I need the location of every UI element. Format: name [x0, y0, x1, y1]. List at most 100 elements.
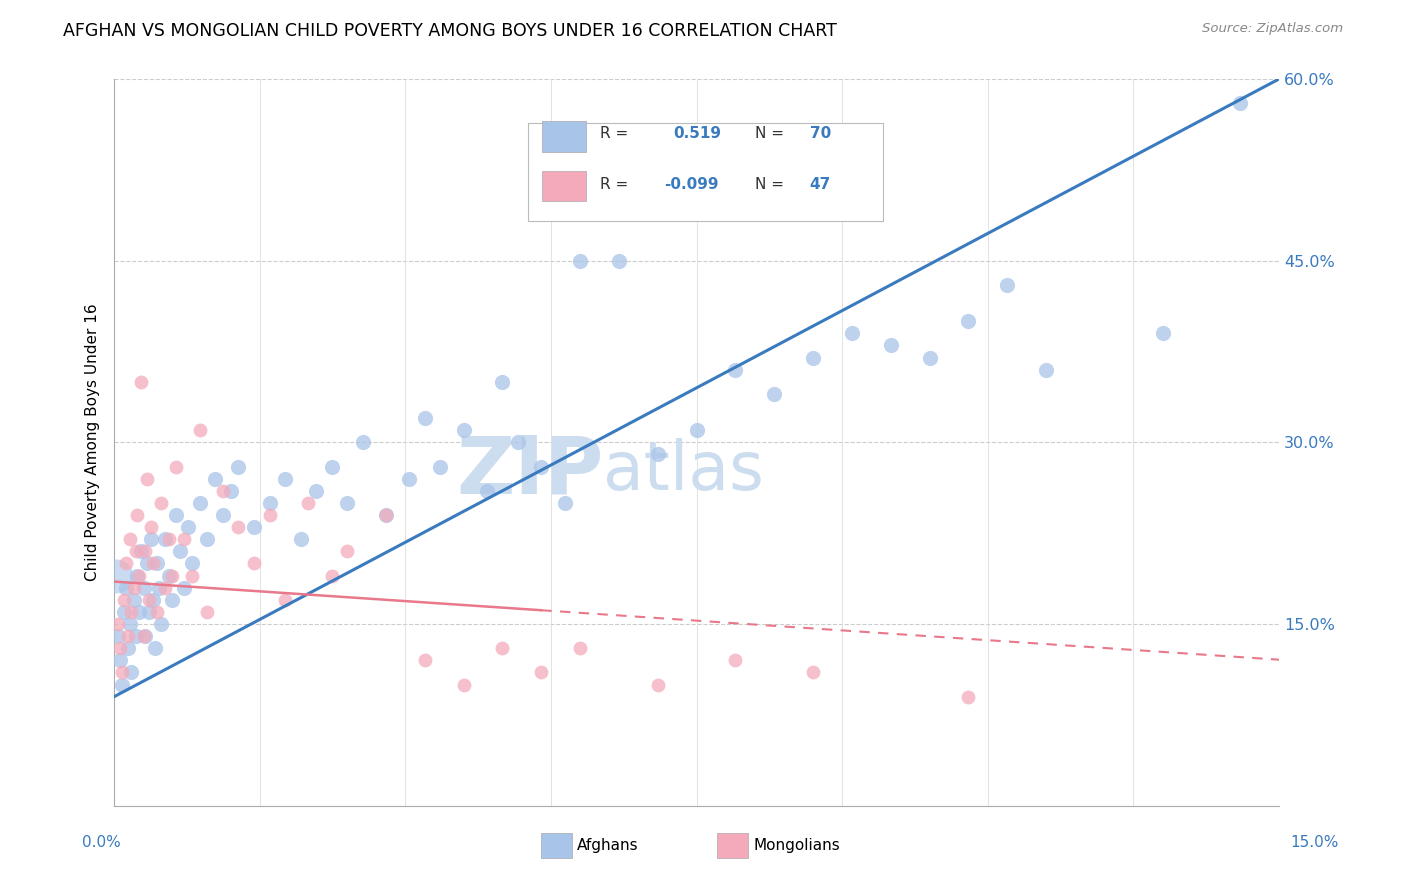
Text: Source: ZipAtlas.com: Source: ZipAtlas.com	[1202, 22, 1343, 36]
Point	[957, 690, 980, 704]
Point	[148, 581, 170, 595]
Point	[1229, 96, 1251, 111]
Point	[149, 617, 172, 632]
Point	[801, 665, 824, 680]
Point	[146, 605, 169, 619]
Point	[569, 253, 592, 268]
Point	[204, 472, 226, 486]
Point	[413, 653, 436, 667]
Point	[491, 641, 513, 656]
Point	[195, 605, 218, 619]
Point	[118, 532, 141, 546]
Point	[117, 641, 139, 656]
Point	[195, 532, 218, 546]
Point	[115, 581, 138, 595]
Point	[228, 520, 250, 534]
Point	[607, 253, 630, 268]
Text: 70: 70	[810, 126, 831, 141]
FancyBboxPatch shape	[527, 122, 883, 220]
Point	[219, 483, 242, 498]
Point	[453, 423, 475, 437]
Point	[165, 459, 187, 474]
Point	[173, 532, 195, 546]
Text: N =: N =	[755, 177, 789, 192]
FancyBboxPatch shape	[541, 170, 586, 201]
Point	[132, 581, 155, 595]
Text: R =: R =	[600, 177, 633, 192]
Point	[128, 605, 150, 619]
Point	[141, 520, 163, 534]
Point	[188, 496, 211, 510]
Point	[138, 605, 160, 619]
Point	[212, 508, 235, 522]
Point	[127, 508, 149, 522]
Point	[375, 508, 398, 522]
Text: N =: N =	[755, 126, 789, 141]
Point	[135, 557, 157, 571]
Point	[125, 629, 148, 643]
Text: ZIP: ZIP	[456, 433, 603, 510]
Point	[763, 387, 786, 401]
Point	[132, 629, 155, 643]
Point	[141, 532, 163, 546]
Point	[131, 544, 153, 558]
Point	[841, 326, 863, 341]
Point	[243, 520, 266, 534]
Point	[153, 581, 176, 595]
Point	[321, 568, 343, 582]
Point	[259, 508, 281, 522]
Point	[180, 568, 202, 582]
Text: -0.099: -0.099	[664, 177, 718, 192]
Point	[173, 581, 195, 595]
Text: AFGHAN VS MONGOLIAN CHILD POVERTY AMONG BOYS UNDER 16 CORRELATION CHART: AFGHAN VS MONGOLIAN CHILD POVERTY AMONG …	[63, 22, 837, 40]
Point	[122, 592, 145, 607]
Point	[453, 677, 475, 691]
Point	[475, 483, 498, 498]
Point	[336, 544, 359, 558]
Point	[122, 581, 145, 595]
Point	[1035, 362, 1057, 376]
Point	[398, 472, 420, 486]
Point	[880, 338, 903, 352]
Text: 0.519: 0.519	[673, 126, 721, 141]
Point	[336, 496, 359, 510]
Text: Afghans: Afghans	[576, 838, 638, 853]
Point	[274, 592, 297, 607]
Point	[801, 351, 824, 365]
Text: 47: 47	[810, 177, 831, 192]
Point	[297, 496, 319, 510]
Point	[429, 459, 451, 474]
Point	[111, 677, 134, 691]
Point	[647, 447, 669, 461]
Point	[530, 459, 553, 474]
Point	[125, 544, 148, 558]
Point	[146, 557, 169, 571]
Point	[177, 520, 200, 534]
Text: R =: R =	[600, 126, 633, 141]
Point	[724, 653, 747, 667]
Point	[110, 653, 132, 667]
Point	[115, 557, 138, 571]
Point	[188, 423, 211, 437]
Point	[143, 641, 166, 656]
FancyBboxPatch shape	[541, 121, 586, 152]
Point	[128, 568, 150, 582]
Point	[104, 568, 127, 582]
Point	[112, 592, 135, 607]
Point	[647, 677, 669, 691]
Text: Mongolians: Mongolians	[754, 838, 841, 853]
Point	[352, 435, 374, 450]
Point	[117, 629, 139, 643]
Point	[243, 557, 266, 571]
Point	[724, 362, 747, 376]
Point	[165, 508, 187, 522]
Point	[131, 375, 153, 389]
Point	[321, 459, 343, 474]
Point	[685, 423, 707, 437]
Point	[110, 641, 132, 656]
Point	[134, 544, 156, 558]
Point	[134, 629, 156, 643]
Point	[127, 568, 149, 582]
Point	[569, 641, 592, 656]
Point	[135, 472, 157, 486]
